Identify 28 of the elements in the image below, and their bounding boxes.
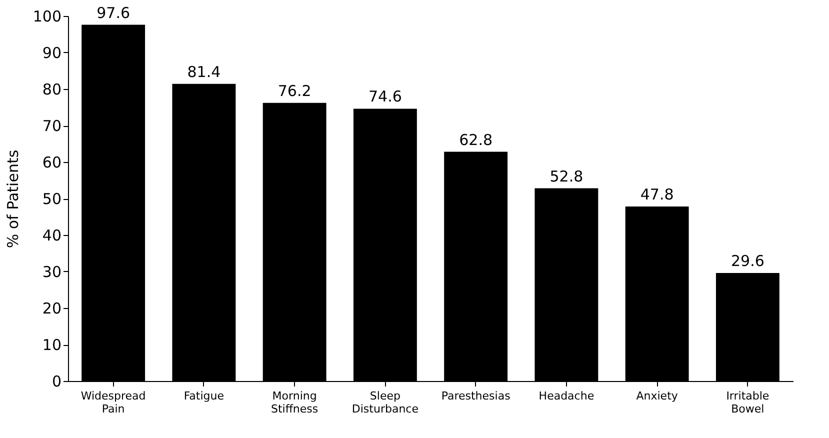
- x-tick-label: Anxiety: [636, 390, 678, 402]
- y-axis-title: % of Patients: [4, 150, 22, 248]
- data-label: 81.4: [187, 62, 221, 81]
- y-tick-label: 100: [32, 8, 62, 26]
- x-tick-label: Morning Stiffness: [270, 390, 318, 416]
- y-tick-label: 40: [42, 226, 62, 244]
- y-tick-label: 50: [42, 190, 62, 208]
- data-label: 97.6: [96, 4, 130, 22]
- y-tick-label: 80: [42, 80, 62, 98]
- y-tick-label: 30: [42, 263, 62, 281]
- y-tick-label: 0: [52, 372, 62, 390]
- x-tick-label: Headache: [538, 390, 594, 402]
- data-label: 76.2: [278, 82, 312, 100]
- y-tick-label: 20: [42, 300, 62, 318]
- y-tick-label: 10: [42, 336, 62, 354]
- data-label: 62.8: [459, 130, 493, 149]
- y-tick-label: 60: [42, 154, 62, 172]
- data-label: 29.6: [730, 252, 764, 270]
- y-tick-label: 70: [42, 117, 62, 135]
- x-tick-label: Sleep Disturbance: [352, 390, 419, 416]
- data-label: 52.8: [550, 167, 584, 186]
- x-tick-label: Irritable Bowel: [726, 390, 770, 416]
- x-tick-label: Widespread Pain: [80, 390, 146, 416]
- y-tick-label: 90: [42, 44, 62, 62]
- x-tick-label: Paresthesias: [441, 390, 511, 402]
- data-label: 47.8: [640, 186, 674, 204]
- data-label: 74.6: [368, 88, 402, 106]
- x-tick-label: Fatigue: [184, 390, 224, 402]
